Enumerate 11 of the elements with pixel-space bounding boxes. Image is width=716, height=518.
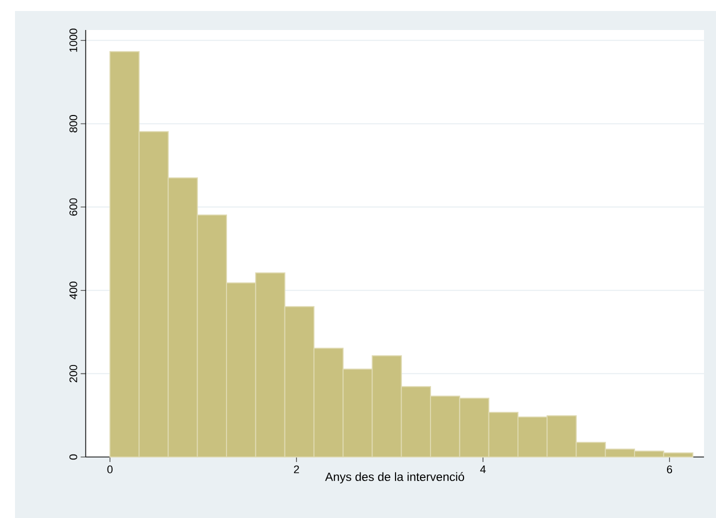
x-tick-label: 0 [107, 466, 113, 474]
y-tick-label: 400 [69, 282, 78, 300]
y-tick-label: 1000 [69, 28, 78, 52]
y-tick-label: 600 [69, 198, 78, 216]
y-tick-label: 800 [69, 115, 78, 132]
y-tick-label: 200 [69, 364, 78, 382]
y-tick-label: 0 [69, 454, 78, 460]
x-tick-label: 4 [480, 466, 486, 474]
x-axis-title: Anys des de la intervenció [325, 472, 464, 484]
x-tick-label: 6 [667, 466, 672, 474]
x-tick-label: 2 [294, 466, 299, 474]
